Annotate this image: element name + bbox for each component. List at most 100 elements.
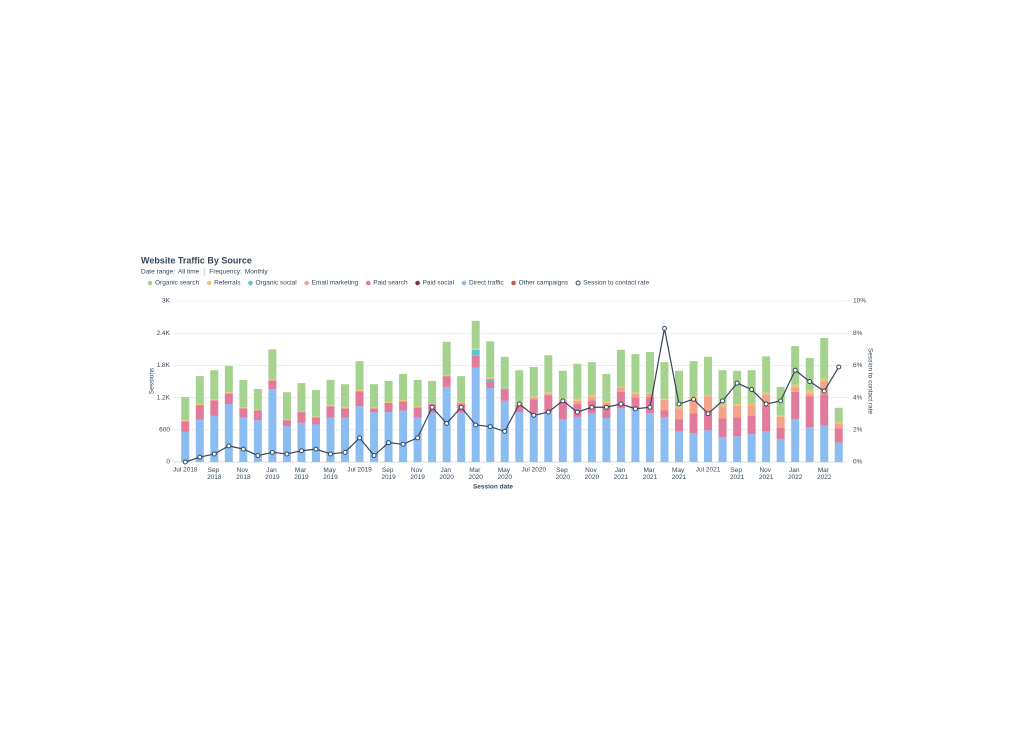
line [185, 328, 840, 463]
legend-marker [511, 280, 516, 286]
bar-segment [224, 404, 233, 462]
bar-segment [457, 376, 466, 403]
bar-segment [181, 397, 190, 421]
legend-label: Referrals [214, 280, 241, 287]
line-point [182, 459, 188, 465]
bar-segment [486, 377, 495, 379]
bar-segment [718, 418, 727, 438]
bar-segment [762, 431, 771, 462]
line-point [342, 449, 348, 455]
bar-segment [341, 408, 349, 418]
bar-segment [805, 396, 814, 428]
bar-segment [515, 405, 524, 413]
x-tick-label: Sep 2020 [556, 467, 571, 481]
bar-segment [282, 419, 291, 421]
y-tick-label: 600 [159, 427, 170, 434]
line-point [400, 441, 406, 447]
bar-segment [689, 433, 698, 462]
y2-axis-title: Session to contact rate [866, 348, 873, 415]
y-tick-label: 3K [162, 298, 171, 305]
x-axis-title: Session date [473, 484, 513, 491]
bar-segment [631, 397, 640, 409]
line-point [357, 435, 363, 441]
bar-segment [486, 378, 495, 382]
bar-segment [587, 362, 596, 395]
bar-segment [776, 427, 785, 439]
bar-segment [834, 423, 843, 429]
bar-segment [442, 341, 451, 376]
bar-segment [341, 384, 349, 408]
y-tick-label: 1.2K [157, 394, 171, 401]
bar-segment [195, 419, 204, 462]
bar-segment [268, 349, 277, 380]
y2-tick-label: 10% [853, 298, 866, 305]
line-point [691, 396, 697, 402]
bar-segment [689, 361, 698, 397]
filter-label: Frequency: [209, 269, 242, 276]
x-tick-label: Jan 2020 [439, 467, 454, 481]
line-point [632, 406, 638, 412]
filters: Date range: All time Frequency: Monthly [141, 268, 268, 276]
bar-segment [253, 409, 262, 411]
bar-segment [515, 370, 524, 405]
bar-segment [820, 338, 829, 379]
x-tick-label: Jan 2019 [265, 467, 280, 481]
bar-segment [675, 408, 683, 420]
bar-segment [181, 420, 190, 422]
x-tick-label: Mar 2019 [294, 467, 309, 481]
bar-segment [762, 405, 771, 432]
legend-marker [575, 280, 581, 286]
bar-segment [442, 376, 451, 387]
legend-label: Paid search [373, 280, 408, 287]
bar-segment [486, 381, 495, 388]
x-tick-label: Jul 2019 [347, 467, 372, 474]
bar-segment [820, 378, 829, 382]
bar-segment [224, 392, 233, 394]
bar-segment [645, 393, 654, 398]
bar-segment [471, 349, 480, 356]
x-tick-label: Jan 2022 [788, 467, 803, 481]
line-point [473, 422, 479, 428]
bar-segment [718, 404, 727, 407]
bar-segment [834, 428, 843, 443]
line-point [327, 451, 333, 457]
line-point [749, 387, 755, 393]
bar-segment [413, 406, 422, 408]
bar-segment [311, 417, 320, 425]
line-point [705, 411, 711, 417]
bar-segment [834, 442, 843, 462]
bar-segment [457, 402, 466, 404]
x-tick-label: Sep 2018 [207, 467, 222, 481]
bar-segment [370, 408, 379, 413]
bar-segment [631, 393, 640, 398]
x-tick-label: May 2020 [498, 467, 513, 481]
line-point [661, 325, 667, 331]
line-point [603, 404, 609, 410]
bar-segment [587, 413, 596, 462]
bar-segment [733, 417, 742, 437]
bar-segment [645, 351, 654, 393]
bar-segment [689, 398, 698, 414]
bar-segment [239, 379, 248, 408]
bar-segment [384, 380, 393, 402]
bar-segment [529, 397, 538, 400]
bar-segment [820, 381, 829, 395]
bar-segment [587, 394, 596, 398]
x-tick-label: May 2019 [323, 467, 338, 481]
bar-segment [413, 407, 422, 418]
bar-segment [326, 406, 335, 418]
x-tick-label: May 2021 [672, 467, 687, 481]
bar-segment [573, 363, 582, 399]
bar-segment [282, 426, 291, 462]
legend: Organic search Referrals Organic social Ema… [147, 280, 650, 287]
bar-segment [660, 362, 669, 399]
bar-segment [341, 417, 349, 462]
bar-segment [834, 422, 843, 424]
bar-segment [602, 402, 611, 406]
bar-segment [718, 437, 727, 462]
bar-segment [616, 408, 625, 462]
filter-value: Monthly [245, 269, 269, 276]
bar-segment [733, 404, 742, 406]
bar-segment [515, 412, 524, 462]
